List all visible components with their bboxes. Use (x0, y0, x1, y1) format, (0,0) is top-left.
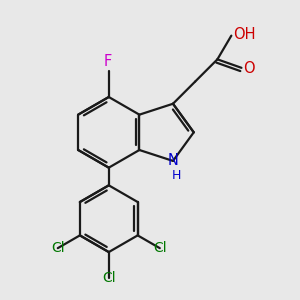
Text: N: N (167, 153, 178, 168)
Text: O: O (243, 61, 255, 76)
Text: OH: OH (233, 27, 256, 42)
Text: Cl: Cl (153, 241, 166, 255)
Text: F: F (104, 53, 112, 68)
Text: Cl: Cl (51, 241, 64, 255)
Text: H: H (172, 169, 181, 182)
Text: Cl: Cl (102, 271, 116, 285)
